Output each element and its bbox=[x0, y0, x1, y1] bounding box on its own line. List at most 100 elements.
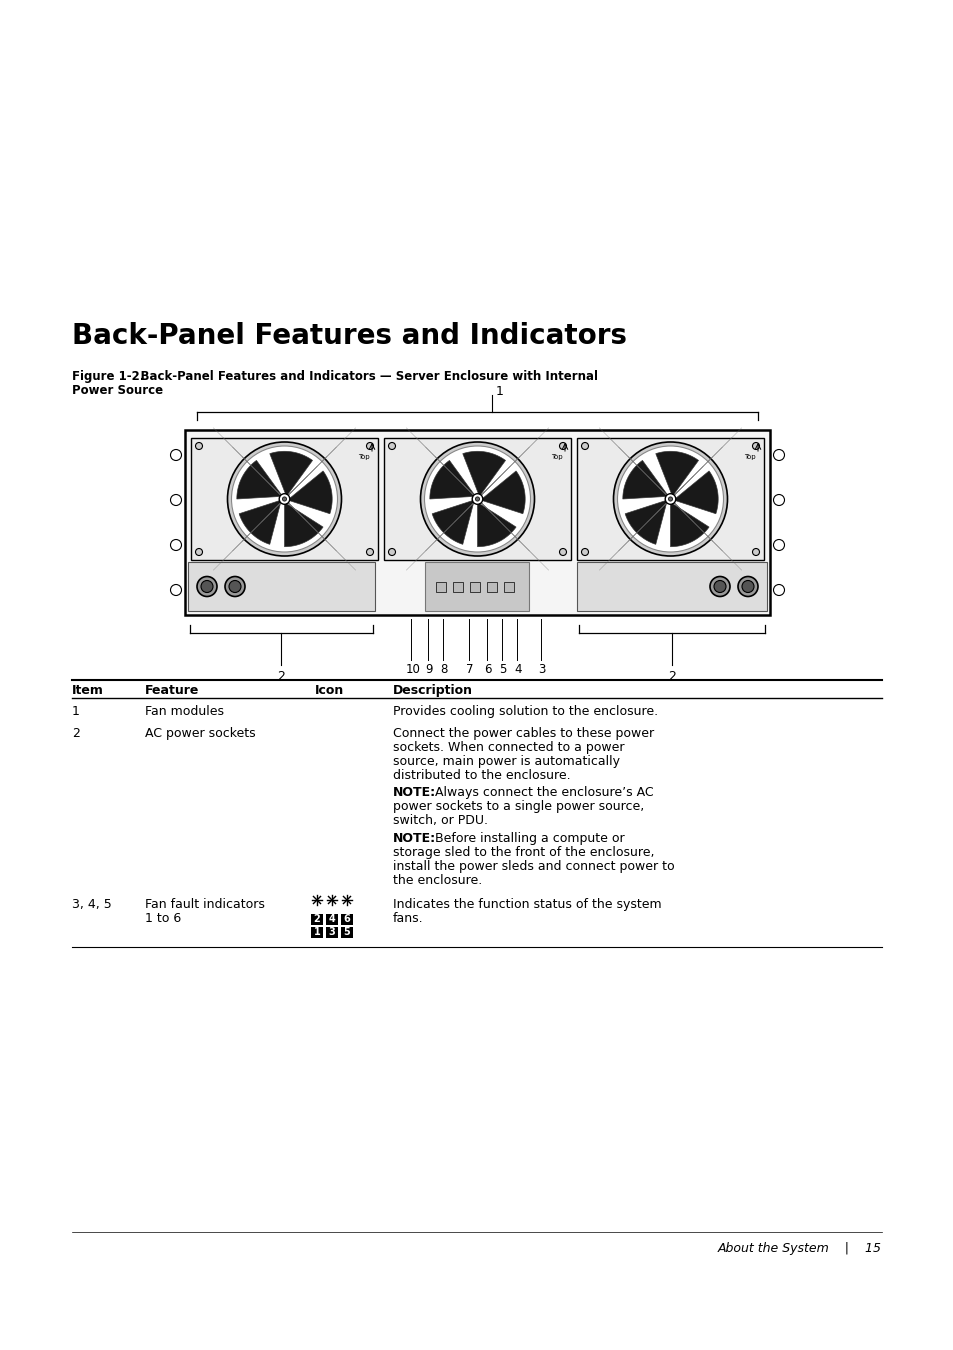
Text: Icon: Icon bbox=[314, 684, 344, 697]
Text: fans.: fans. bbox=[393, 913, 423, 925]
Polygon shape bbox=[624, 501, 666, 544]
Text: About the System    |    15: About the System | 15 bbox=[718, 1242, 882, 1256]
Text: 8: 8 bbox=[440, 663, 447, 676]
Text: Power Source: Power Source bbox=[71, 383, 163, 397]
Text: 1: 1 bbox=[71, 705, 80, 718]
Circle shape bbox=[752, 548, 759, 555]
Text: 2: 2 bbox=[277, 670, 285, 683]
FancyBboxPatch shape bbox=[487, 582, 497, 591]
Text: distributed to the enclosure.: distributed to the enclosure. bbox=[393, 769, 570, 782]
Text: Description: Description bbox=[393, 684, 473, 697]
Circle shape bbox=[282, 497, 286, 501]
Text: Back-Panel Features and Indicators: Back-Panel Features and Indicators bbox=[71, 323, 626, 350]
Polygon shape bbox=[284, 504, 323, 547]
Text: Indicates the function status of the system: Indicates the function status of the sys… bbox=[393, 898, 661, 911]
Polygon shape bbox=[432, 501, 474, 544]
Circle shape bbox=[738, 576, 758, 597]
Text: Fan fault indicators: Fan fault indicators bbox=[145, 898, 265, 911]
Circle shape bbox=[227, 441, 341, 556]
FancyBboxPatch shape bbox=[577, 562, 766, 612]
Text: Top: Top bbox=[358, 454, 370, 460]
FancyBboxPatch shape bbox=[326, 927, 337, 938]
Text: 5: 5 bbox=[499, 663, 506, 676]
Text: 6: 6 bbox=[484, 663, 492, 676]
FancyBboxPatch shape bbox=[384, 437, 571, 560]
FancyBboxPatch shape bbox=[311, 914, 323, 925]
Polygon shape bbox=[239, 501, 281, 544]
Text: NOTE:: NOTE: bbox=[393, 786, 436, 799]
Circle shape bbox=[195, 548, 202, 555]
Text: sockets. When connected to a power: sockets. When connected to a power bbox=[393, 741, 624, 755]
Text: 1: 1 bbox=[495, 385, 503, 398]
Circle shape bbox=[388, 548, 395, 555]
Text: Always connect the enclosure’s AC: Always connect the enclosure’s AC bbox=[431, 786, 653, 799]
Text: 9: 9 bbox=[425, 663, 433, 676]
Polygon shape bbox=[288, 471, 332, 514]
Circle shape bbox=[709, 576, 729, 597]
Circle shape bbox=[581, 548, 588, 555]
Text: Top: Top bbox=[551, 454, 562, 460]
Text: 2: 2 bbox=[71, 728, 80, 740]
Polygon shape bbox=[430, 460, 475, 500]
Circle shape bbox=[668, 497, 672, 501]
Text: 3: 3 bbox=[537, 663, 545, 676]
FancyBboxPatch shape bbox=[188, 562, 375, 612]
Circle shape bbox=[773, 450, 783, 460]
Polygon shape bbox=[670, 504, 708, 547]
Text: the enclosure.: the enclosure. bbox=[393, 873, 482, 887]
Text: Provides cooling solution to the enclosure.: Provides cooling solution to the enclosu… bbox=[393, 705, 658, 718]
Circle shape bbox=[366, 548, 374, 555]
Text: Item: Item bbox=[71, 684, 104, 697]
Text: 3, 4, 5: 3, 4, 5 bbox=[71, 898, 112, 911]
Circle shape bbox=[752, 443, 759, 450]
Text: 1 to 6: 1 to 6 bbox=[145, 913, 181, 925]
Circle shape bbox=[558, 548, 566, 555]
Circle shape bbox=[617, 446, 722, 552]
Text: source, main power is automatically: source, main power is automatically bbox=[393, 755, 619, 768]
FancyBboxPatch shape bbox=[326, 914, 337, 925]
Circle shape bbox=[558, 443, 566, 450]
Circle shape bbox=[713, 580, 725, 593]
Text: Back-Panel Features and Indicators — Server Enclosure with Internal: Back-Panel Features and Indicators — Ser… bbox=[124, 370, 598, 383]
Text: 6: 6 bbox=[343, 914, 350, 923]
Circle shape bbox=[279, 494, 290, 505]
FancyBboxPatch shape bbox=[185, 431, 769, 616]
Circle shape bbox=[581, 443, 588, 450]
Polygon shape bbox=[462, 451, 505, 495]
Polygon shape bbox=[655, 451, 698, 495]
FancyBboxPatch shape bbox=[504, 582, 514, 591]
Circle shape bbox=[232, 446, 337, 552]
FancyBboxPatch shape bbox=[425, 562, 529, 612]
Circle shape bbox=[171, 450, 181, 460]
Circle shape bbox=[773, 540, 783, 551]
Circle shape bbox=[171, 494, 181, 505]
Text: Fan modules: Fan modules bbox=[145, 705, 224, 718]
Circle shape bbox=[388, 443, 395, 450]
Text: 7: 7 bbox=[466, 663, 474, 676]
Circle shape bbox=[171, 585, 181, 595]
Circle shape bbox=[171, 540, 181, 551]
FancyBboxPatch shape bbox=[340, 927, 353, 938]
FancyBboxPatch shape bbox=[340, 914, 353, 925]
FancyBboxPatch shape bbox=[436, 582, 446, 591]
Text: 2: 2 bbox=[314, 914, 320, 923]
Polygon shape bbox=[270, 451, 313, 495]
Circle shape bbox=[424, 446, 530, 552]
Text: 5: 5 bbox=[343, 927, 350, 937]
Polygon shape bbox=[236, 460, 282, 500]
Text: NOTE:: NOTE: bbox=[393, 832, 436, 845]
FancyBboxPatch shape bbox=[577, 437, 763, 560]
Circle shape bbox=[472, 494, 482, 505]
Circle shape bbox=[196, 576, 216, 597]
Circle shape bbox=[475, 497, 479, 501]
Text: 1: 1 bbox=[314, 927, 320, 937]
Circle shape bbox=[773, 494, 783, 505]
Text: storage sled to the front of the enclosure,: storage sled to the front of the enclosu… bbox=[393, 846, 654, 859]
Circle shape bbox=[195, 443, 202, 450]
Text: Top: Top bbox=[743, 454, 755, 460]
Circle shape bbox=[420, 441, 534, 556]
Circle shape bbox=[773, 585, 783, 595]
Text: AC power sockets: AC power sockets bbox=[145, 728, 255, 740]
Circle shape bbox=[613, 441, 727, 556]
Circle shape bbox=[225, 576, 245, 597]
